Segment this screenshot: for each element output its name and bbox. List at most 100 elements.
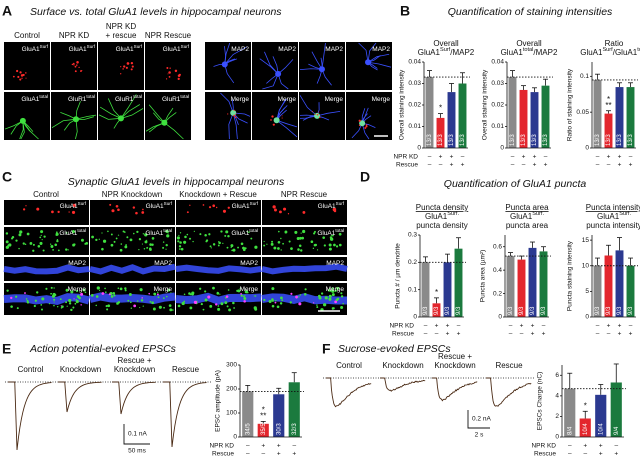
- micrograph: [346, 92, 392, 140]
- puncta: [225, 230, 229, 234]
- text-run: GluA1: [22, 46, 40, 53]
- puncta: [78, 66, 80, 69]
- puncta: [53, 287, 55, 289]
- puncta: [157, 291, 159, 294]
- neurite: [299, 115, 318, 119]
- y-tick-label: 0.6: [493, 243, 502, 250]
- condition-sign: –: [439, 162, 443, 169]
- puncta: [212, 286, 215, 290]
- puncta: [302, 210, 306, 214]
- column-header: Control: [14, 31, 40, 40]
- y-tick-label: 0: [585, 145, 589, 152]
- puncta: [149, 300, 152, 303]
- puncta: [72, 203, 76, 207]
- condition-sign: +: [599, 443, 603, 450]
- puncta: [335, 245, 339, 248]
- dendrite: [261, 293, 348, 305]
- puncta: [215, 303, 218, 306]
- text-run: GluA1: [163, 46, 181, 53]
- neurite: [299, 68, 322, 71]
- condition-sign: +: [607, 323, 611, 330]
- puncta: [124, 245, 128, 249]
- puncta: [54, 243, 58, 247]
- puncta: [119, 287, 123, 291]
- micrograph: [4, 42, 50, 90]
- chart-heading: Puncta intensity: [586, 203, 640, 212]
- bar-label: 9/3: [595, 306, 601, 315]
- puncta: [80, 292, 84, 296]
- chart-heading: Puncta density: [416, 203, 468, 212]
- puncta: [166, 295, 168, 298]
- puncta: [302, 229, 306, 234]
- puncta: [316, 306, 319, 308]
- puncta: [20, 74, 24, 77]
- puncta: [208, 206, 212, 209]
- puncta: [218, 241, 220, 243]
- puncta: [300, 232, 302, 234]
- puncta: [21, 77, 23, 79]
- puncta: [126, 62, 130, 65]
- bar: [528, 247, 537, 317]
- puncta: [6, 289, 9, 292]
- text-run: Puncta intensity: [586, 203, 640, 212]
- condition-sign: –: [596, 331, 600, 338]
- puncta: [108, 293, 111, 296]
- condition-sign: –: [509, 323, 513, 330]
- puncta: [177, 240, 180, 243]
- neurite: [232, 112, 238, 140]
- puncta: [112, 292, 116, 295]
- puncta: [24, 292, 26, 294]
- puncta: [55, 232, 59, 236]
- puncta: [133, 304, 137, 308]
- condition-sign: +: [450, 162, 454, 169]
- micrograph: [346, 42, 392, 90]
- condition-sign: –: [596, 154, 600, 161]
- column-header: Knockdown + Rescue: [179, 190, 257, 199]
- puncta: [338, 243, 342, 247]
- puncta: [193, 300, 198, 304]
- puncta: [82, 288, 86, 292]
- puncta: [162, 246, 165, 249]
- puncta: [365, 124, 368, 126]
- condition-sign: –: [424, 323, 428, 330]
- puncta: [142, 233, 145, 235]
- puncta: [340, 305, 344, 310]
- puncta: [230, 246, 232, 249]
- y-tick-label: 200: [226, 386, 237, 393]
- puncta: [101, 232, 103, 234]
- puncta: [65, 248, 68, 251]
- bar: [454, 248, 463, 317]
- text-run: Overall: [516, 39, 542, 48]
- puncta: [243, 296, 247, 300]
- bar-label: 13/3: [606, 134, 612, 146]
- puncta: [358, 124, 361, 127]
- puncta: [188, 292, 191, 295]
- chart-heading: GluA1Surf/GluA1total: [580, 47, 640, 57]
- puncta: [74, 302, 77, 305]
- puncta: [12, 75, 15, 78]
- text-run: MAP2: [240, 260, 258, 267]
- puncta: [103, 240, 106, 243]
- puncta: [209, 245, 212, 248]
- puncta: [40, 230, 44, 234]
- puncta: [146, 247, 148, 249]
- neurite: [224, 46, 247, 65]
- puncta: [204, 290, 207, 293]
- dendrite: [89, 292, 176, 305]
- panel-title: Action potential-evoked EPSCs: [29, 343, 177, 355]
- condition-sign: –: [607, 162, 611, 169]
- puncta: [279, 210, 282, 214]
- text-run: GluA1: [146, 203, 164, 210]
- condition-label: NPR KD: [209, 443, 234, 450]
- y-axis-label: Puncta staining intensity: [567, 240, 574, 311]
- condition-sign: –: [435, 331, 439, 338]
- y-tick-label: 0: [417, 145, 421, 152]
- neurite: [367, 53, 390, 63]
- condition-sign: –: [596, 162, 600, 169]
- bar-label: 9/3: [628, 306, 634, 315]
- text-run: GluA1: [116, 46, 134, 53]
- bar: [458, 83, 467, 148]
- text-run: Merge: [231, 96, 250, 103]
- condition-sign: +: [261, 443, 265, 450]
- puncta: [204, 298, 208, 302]
